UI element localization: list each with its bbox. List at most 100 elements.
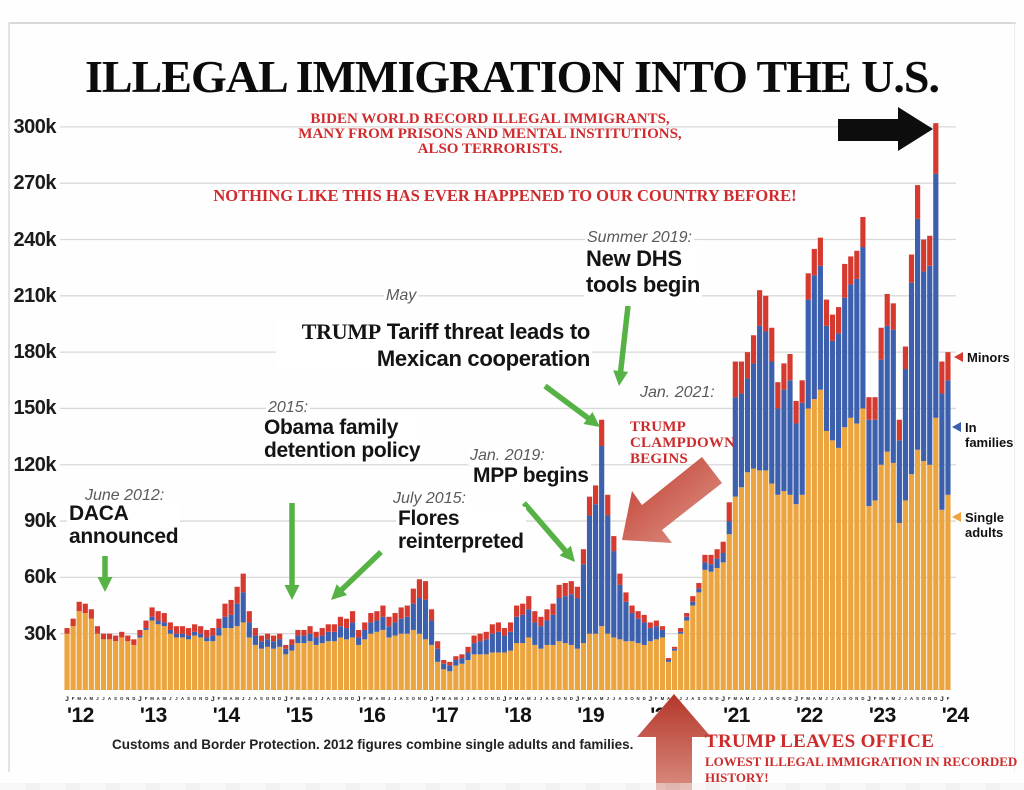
annotation-flores-date: July 2015: — [391, 490, 468, 508]
x-axis-year-labels: '12'13'14'15'16'17'18'19'20'21'22'23'24 — [67, 704, 970, 727]
svg-text:N: N — [126, 696, 129, 701]
svg-text:A: A — [327, 696, 330, 701]
svg-text:J: J — [534, 696, 537, 701]
y-axis-tick-label: 210k — [13, 284, 57, 307]
svg-text:M: M — [308, 696, 312, 701]
annotation-tariff-date: May — [384, 287, 419, 305]
svg-text:J: J — [242, 696, 245, 701]
flores-arrow-icon — [331, 550, 383, 600]
annotation-tariff-line2: Mexican cooperation — [376, 346, 590, 371]
svg-text:D: D — [497, 696, 500, 701]
svg-text:M: M — [90, 696, 94, 701]
y-axis-tick-label: 90k — [24, 510, 56, 533]
y-axis-tick-label: 150k — [13, 397, 57, 420]
svg-text:A: A — [764, 696, 767, 701]
svg-text:A: A — [448, 696, 451, 701]
header-warning-text: BIDEN WORLD RECORD ILLEGAL IMMIGRANTS, M… — [160, 112, 820, 157]
svg-text:J: J — [175, 696, 178, 701]
svg-text:S: S — [916, 696, 919, 701]
source-note: Customs and Border Protection. 2012 figu… — [112, 737, 634, 752]
svg-text:F: F — [436, 696, 439, 701]
svg-text:S: S — [552, 696, 555, 701]
svg-text:A: A — [302, 696, 305, 701]
svg-text:J: J — [321, 696, 324, 701]
annotation-flores-text: Flores reinterpreted — [396, 507, 526, 553]
svg-text:S: S — [114, 696, 117, 701]
svg-text:M: M — [381, 696, 385, 701]
single-adults-triangle-icon — [952, 512, 961, 522]
svg-text:J: J — [248, 696, 251, 701]
annotation-daca-text: DACA announced — [67, 502, 181, 548]
svg-text:N: N — [637, 696, 640, 701]
svg-text:D: D — [424, 696, 427, 701]
svg-text:A: A — [400, 696, 403, 701]
svg-text:'13: '13 — [140, 704, 167, 727]
svg-text:O: O — [412, 696, 416, 701]
svg-text:O: O — [630, 696, 634, 701]
svg-text:A: A — [886, 696, 889, 701]
black-arrow-icon — [838, 107, 933, 151]
svg-text:A: A — [691, 696, 694, 701]
frame-top-border — [8, 22, 1016, 24]
svg-text:M: M — [892, 696, 896, 701]
annotation-daca-date: June 2012: — [83, 487, 167, 505]
svg-text:F: F — [363, 696, 366, 701]
svg-text:J: J — [940, 696, 944, 703]
legend-item-minors: Minors — [954, 350, 1021, 365]
svg-text:S: S — [406, 696, 409, 701]
svg-text:N: N — [418, 696, 421, 701]
svg-text:M: M — [162, 696, 166, 701]
y-axis-tick-label: 270k — [13, 172, 57, 195]
svg-text:D: D — [351, 696, 354, 701]
svg-text:F: F — [72, 696, 75, 701]
svg-text:A: A — [84, 696, 87, 701]
svg-text:A: A — [813, 696, 816, 701]
svg-text:D: D — [934, 696, 937, 701]
svg-text:D: D — [861, 696, 864, 701]
svg-text:F: F — [509, 696, 512, 701]
svg-text:J: J — [284, 696, 288, 703]
annotation-obama-text: Obama family detention policy — [262, 416, 423, 462]
svg-text:F: F — [728, 696, 731, 701]
svg-text:D: D — [716, 696, 719, 701]
svg-text:J: J — [898, 696, 901, 701]
svg-text:J: J — [576, 696, 580, 703]
legend-item-single-adults: Single adults — [952, 510, 1011, 540]
svg-text:F: F — [801, 696, 804, 701]
svg-text:M: M — [296, 696, 300, 701]
svg-text:N: N — [199, 696, 202, 701]
svg-text:M: M — [442, 696, 446, 701]
svg-text:J: J — [752, 696, 755, 701]
svg-text:J: J — [825, 696, 828, 701]
legend-label-in-families: In families — [965, 420, 1014, 450]
svg-text:O: O — [193, 696, 197, 701]
svg-text:F: F — [947, 696, 950, 701]
y-axis-tick-label: 30k — [24, 622, 56, 645]
svg-text:J: J — [430, 696, 434, 703]
header-warning-line4: NOTHING LIKE THIS HAS EVER HAPPENED TO O… — [213, 186, 797, 205]
svg-text:J: J — [394, 696, 397, 701]
svg-text:O: O — [703, 696, 707, 701]
svg-text:'14: '14 — [213, 704, 241, 727]
svg-text:D: D — [643, 696, 646, 701]
svg-text:J: J — [138, 696, 142, 703]
svg-text:'12: '12 — [67, 704, 94, 727]
svg-text:S: S — [770, 696, 773, 701]
annotation-tariff-lead: TRUMP — [301, 319, 381, 344]
svg-text:S: S — [260, 696, 263, 701]
header-warning-line3: ALSO TERRORISTS. — [417, 141, 563, 157]
svg-text:M: M — [879, 696, 883, 701]
svg-text:A: A — [108, 696, 111, 701]
annotation-dhs-date: Summer 2019: — [585, 229, 694, 247]
svg-text:S: S — [843, 696, 846, 701]
annotation-mpp-date: Jan. 2019: — [468, 447, 547, 465]
mpp-arrow-icon — [521, 501, 575, 562]
in-families-triangle-icon — [952, 422, 961, 432]
svg-text:D: D — [570, 696, 573, 701]
svg-text:'22: '22 — [796, 704, 823, 727]
svg-text:J: J — [388, 696, 391, 701]
svg-text:J: J — [794, 696, 798, 703]
